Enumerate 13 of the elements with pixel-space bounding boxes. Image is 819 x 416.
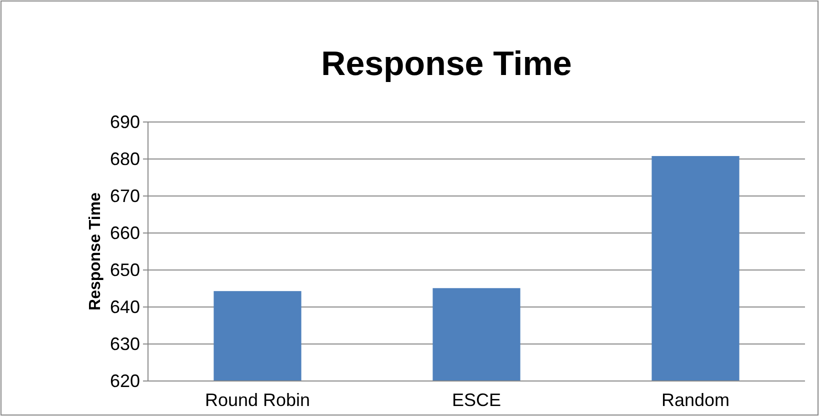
y-tick-label: 670 [110, 186, 140, 206]
y-tick-label: 650 [110, 260, 140, 280]
y-tick-label: 620 [110, 370, 140, 391]
x-tick-label: Round Robin [204, 390, 310, 410]
y-tick-label: 660 [110, 222, 140, 243]
x-tick-label: ESCE [452, 390, 502, 410]
y-axis-title: Response Time [87, 192, 104, 310]
y-tick-label: 630 [110, 334, 140, 354]
y-tick-label: 640 [110, 296, 140, 317]
y-tick-label: 680 [110, 148, 140, 169]
chart-title: Response Time [321, 45, 572, 83]
x-tick-label: Random [661, 390, 730, 410]
y-tick-label: 690 [110, 112, 140, 132]
